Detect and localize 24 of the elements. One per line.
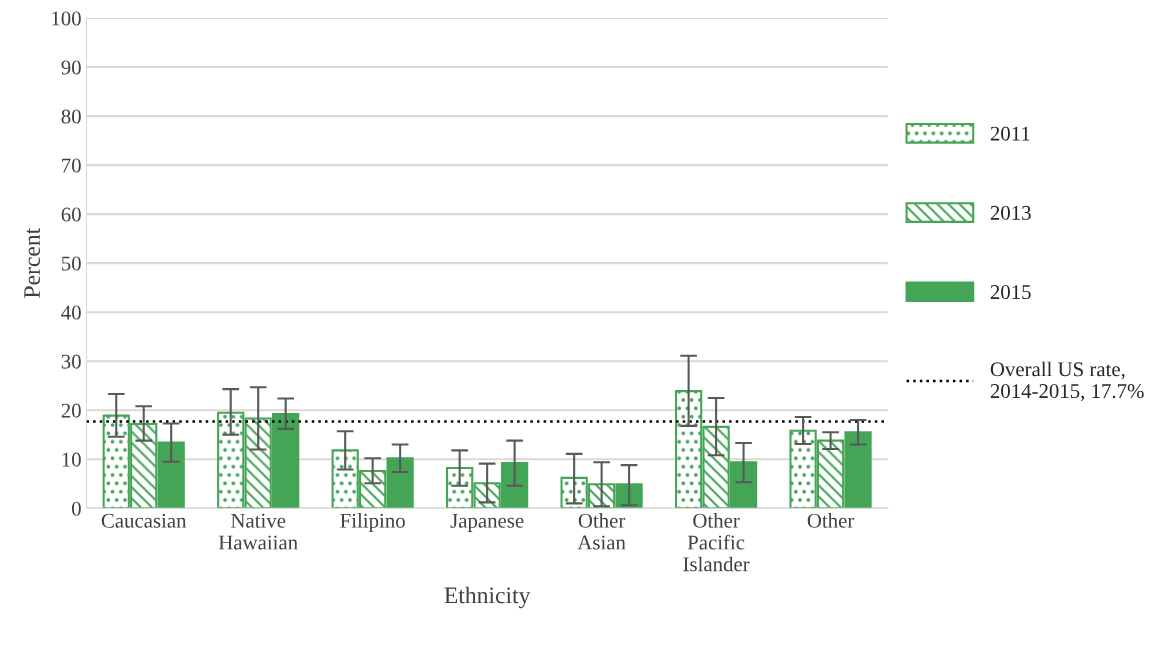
legend-label: 2015 [990, 285, 1031, 300]
x-tick-label: Japanese [450, 513, 524, 533]
y-tick-label: 20 [61, 403, 81, 418]
y-tick-label: 100 [52, 11, 81, 26]
x-tick-label: Other [807, 513, 855, 528]
y-tick-label: 60 [61, 207, 81, 222]
x-tick-label: Native Hawaiian [218, 513, 298, 550]
x-tick-label: Filipino [340, 513, 405, 533]
y-tick-label: 10 [62, 452, 81, 467]
x-tick-label: Other Pacific Islander [683, 513, 750, 572]
legend-label: 2013 [990, 205, 1031, 220]
y-tick-label: 90 [61, 60, 81, 75]
legend-label: Overall US rate, 2014-2015, 17.7% [990, 361, 1144, 402]
x-tick-label: Caucasian [101, 513, 187, 528]
y-tick-label: 40 [61, 305, 81, 320]
y-tick-label: 80 [61, 109, 81, 124]
legend-label: 2011 [990, 126, 1030, 141]
x-tick-label: Other Asian [577, 513, 626, 550]
x-axis-title: Ethnicity [444, 586, 531, 609]
y-axis-title: Percent [24, 227, 41, 298]
y-tick-label: 0 [71, 501, 81, 516]
y-tick-label: 70 [62, 158, 81, 173]
y-tick-label: 30 [61, 354, 81, 369]
y-tick-label: 50 [61, 256, 81, 271]
